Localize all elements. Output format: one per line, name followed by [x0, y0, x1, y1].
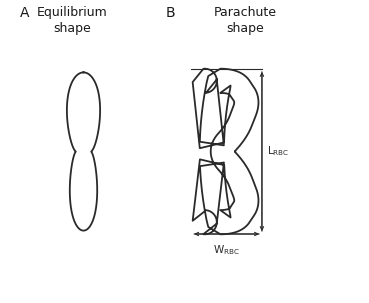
Text: W$_{\mathregular{RBC}}$: W$_{\mathregular{RBC}}$: [213, 243, 240, 257]
Text: Equilibrium
shape: Equilibrium shape: [36, 6, 107, 35]
Text: A: A: [20, 6, 30, 20]
Text: B: B: [166, 6, 176, 20]
Text: L$_{\mathregular{RBC}}$: L$_{\mathregular{RBC}}$: [267, 145, 289, 158]
Text: Parachute
shape: Parachute shape: [214, 6, 277, 35]
